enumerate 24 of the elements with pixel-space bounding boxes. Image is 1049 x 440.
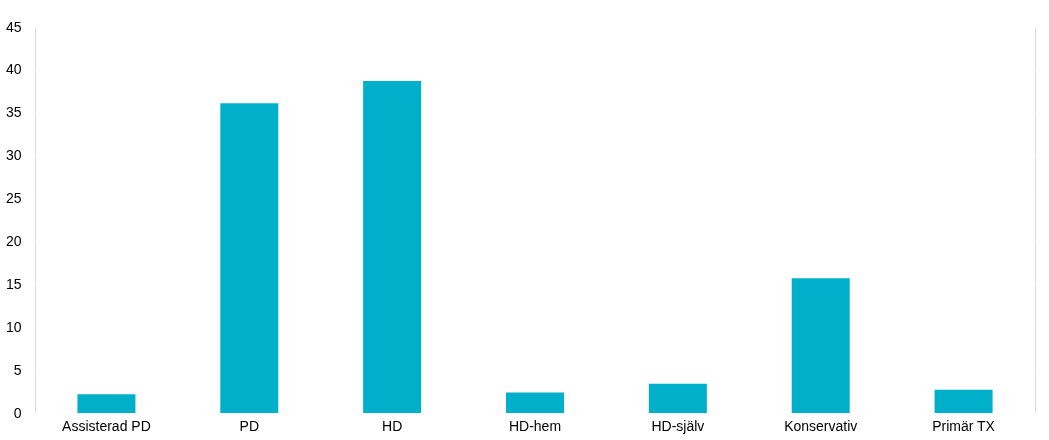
x-tick-label: Assisterad PD — [62, 417, 151, 434]
y-tick-label: 10 — [5, 318, 22, 335]
y-tick-label: 25 — [5, 190, 22, 207]
x-tick-label: Primär TX — [932, 417, 996, 434]
y-tick-label: 15 — [5, 275, 22, 292]
x-tick-label: PD — [239, 417, 260, 434]
y-tick-label: 40 — [5, 61, 22, 78]
y-tick-label: 5 — [13, 361, 22, 378]
y-tick-label: 35 — [5, 104, 22, 121]
y-tick-label: 0 — [13, 404, 22, 421]
bar — [934, 389, 993, 413]
x-tick-label: HD — [382, 417, 403, 434]
bar — [648, 383, 707, 413]
bar — [506, 392, 564, 413]
x-tick-label: HD-hem — [508, 417, 562, 434]
bar — [791, 278, 850, 413]
bar — [77, 394, 136, 413]
y-tick-label: 30 — [5, 147, 22, 164]
x-tick-label: HD-själv — [651, 417, 705, 434]
bar — [363, 81, 422, 413]
x-tick-label: Konservativ — [784, 417, 858, 434]
y-tick-label: 45 — [5, 18, 22, 35]
bar — [220, 103, 279, 413]
y-tick-label: 20 — [5, 232, 22, 249]
